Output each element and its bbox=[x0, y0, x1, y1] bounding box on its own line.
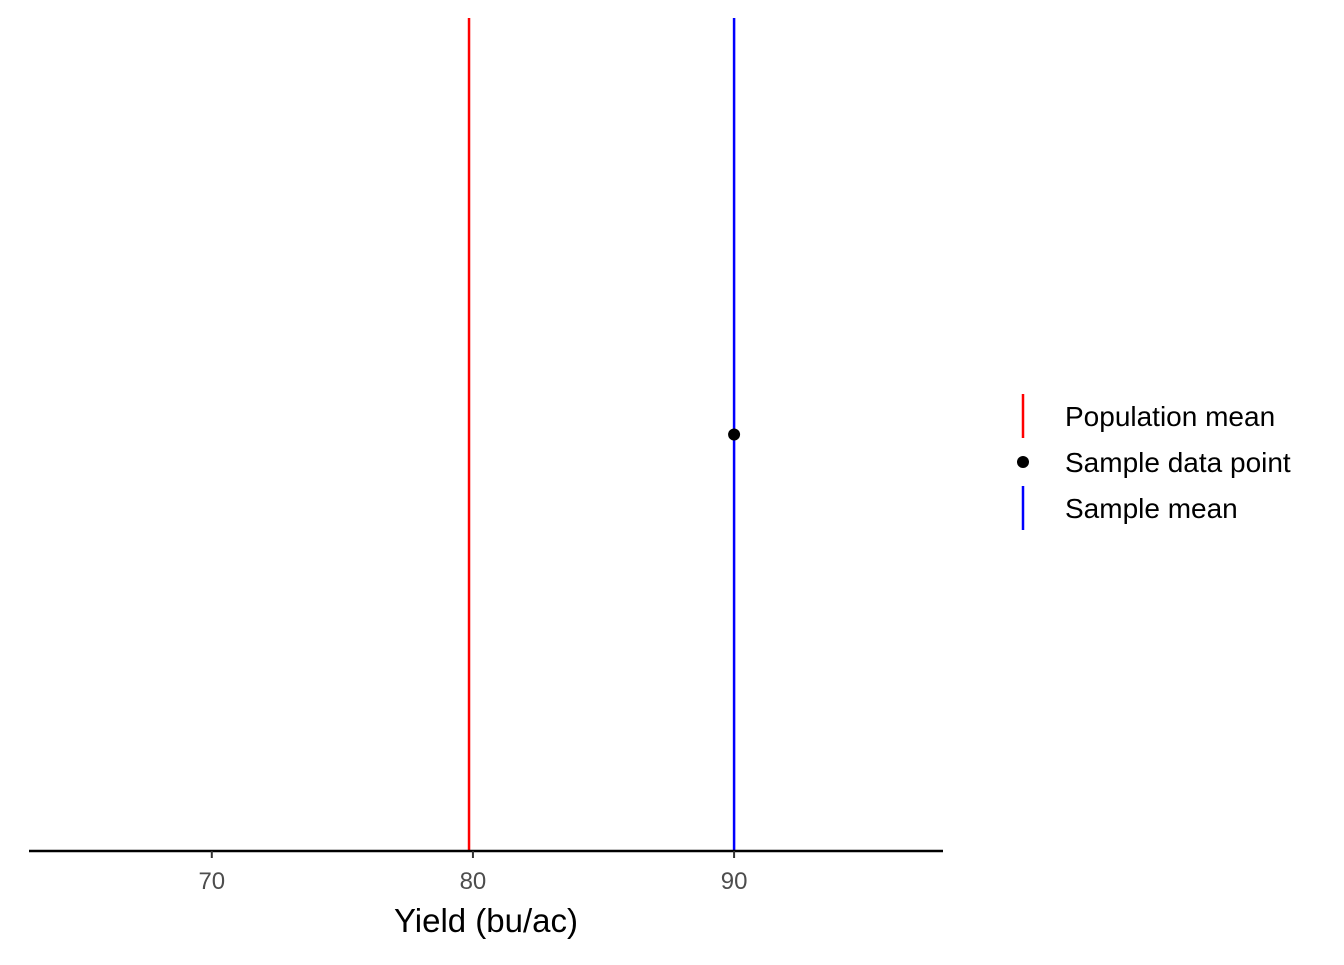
x-axis-title: Yield (bu/ac) bbox=[394, 902, 578, 939]
legend: Population mean Sample data point Sample m… bbox=[1017, 394, 1291, 530]
x-axis-ticks: 70 80 90 bbox=[198, 851, 747, 895]
legend-label-0: Population mean bbox=[1065, 401, 1275, 432]
x-tick-label-0: 70 bbox=[198, 868, 225, 895]
data-point-1 bbox=[728, 428, 741, 441]
x-tick-label-1: 80 bbox=[460, 868, 487, 895]
legend-label-2: Sample mean bbox=[1065, 493, 1238, 524]
x-tick-label-2: 90 bbox=[721, 868, 748, 895]
legend-key-1 bbox=[1017, 456, 1029, 468]
plot-area bbox=[467, 18, 741, 851]
legend-label-1: Sample data point bbox=[1065, 447, 1291, 478]
